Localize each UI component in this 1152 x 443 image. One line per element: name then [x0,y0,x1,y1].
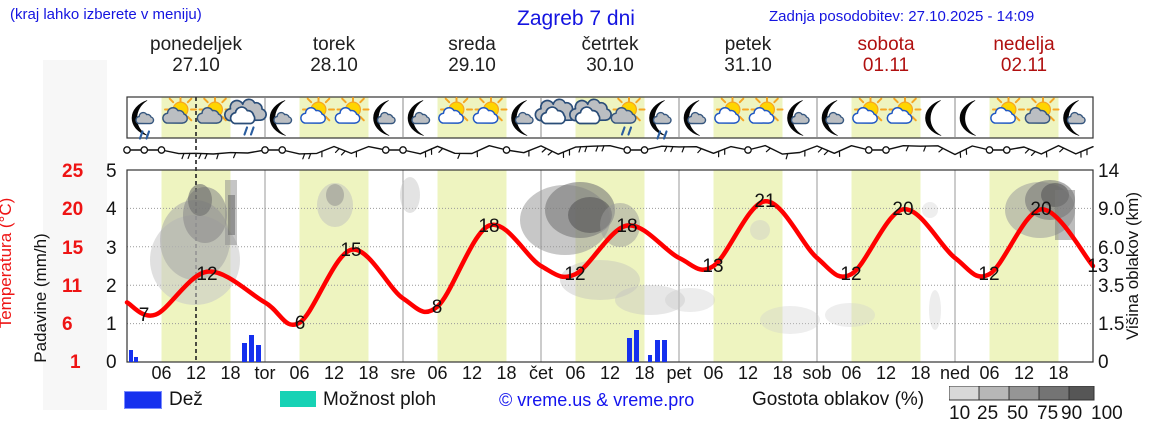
svg-text:18: 18 [634,363,654,383]
svg-text:15: 15 [340,240,361,261]
svg-text:06: 06 [979,363,999,383]
svg-text:18: 18 [220,363,240,383]
svg-text:06: 06 [289,363,309,383]
svg-text:čet: čet [529,363,553,383]
svg-text:sre: sre [390,363,415,383]
svg-text:pet: pet [666,363,691,383]
svg-text:tor: tor [254,363,275,383]
svg-text:18: 18 [1048,363,1068,383]
svg-text:12: 12 [738,363,758,383]
svg-text:06: 06 [565,363,585,383]
svg-text:12: 12 [600,363,620,383]
svg-text:18: 18 [772,363,792,383]
svg-text:12: 12 [564,264,585,285]
svg-text:18: 18 [496,363,516,383]
svg-text:12: 12 [1014,363,1034,383]
svg-text:13: 13 [1087,256,1108,277]
svg-text:12: 12 [196,264,217,285]
svg-text:7: 7 [139,305,150,326]
svg-text:18: 18 [910,363,930,383]
svg-text:12: 12 [462,363,482,383]
svg-text:12: 12 [876,363,896,383]
svg-text:18: 18 [358,363,378,383]
svg-text:06: 06 [703,363,723,383]
svg-text:12: 12 [978,264,999,285]
svg-text:12: 12 [186,363,206,383]
svg-text:12: 12 [840,264,861,285]
svg-text:21: 21 [754,191,775,212]
svg-text:20: 20 [1030,199,1051,220]
svg-text:6: 6 [295,313,306,334]
svg-text:18: 18 [478,216,499,237]
svg-text:18: 18 [616,216,637,237]
svg-text:06: 06 [427,363,447,383]
svg-text:13: 13 [702,256,723,277]
svg-text:12: 12 [324,363,344,383]
svg-text:20: 20 [892,199,913,220]
svg-text:sob: sob [802,363,831,383]
svg-text:06: 06 [151,363,171,383]
svg-text:ned: ned [940,363,970,383]
svg-text:8: 8 [432,297,443,318]
svg-text:06: 06 [841,363,861,383]
